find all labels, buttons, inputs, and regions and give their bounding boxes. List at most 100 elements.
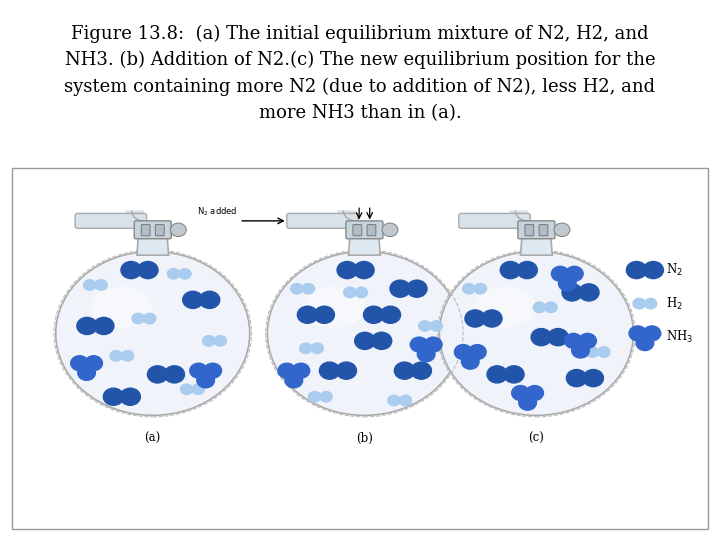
Circle shape — [626, 261, 647, 279]
FancyBboxPatch shape — [518, 221, 555, 239]
FancyBboxPatch shape — [346, 221, 383, 239]
Circle shape — [372, 332, 392, 349]
Circle shape — [531, 328, 552, 346]
Circle shape — [167, 268, 179, 279]
Circle shape — [164, 366, 184, 383]
Text: Figure 13.8:  (a) The initial equilibrium mixture of N2, H2, and
NH3. (b) Additi: Figure 13.8: (a) The initial equilibrium… — [64, 24, 656, 123]
FancyBboxPatch shape — [353, 225, 361, 236]
Circle shape — [285, 373, 302, 388]
Circle shape — [71, 356, 89, 370]
Circle shape — [380, 306, 400, 323]
Text: H$_2$: H$_2$ — [666, 295, 683, 312]
Polygon shape — [521, 224, 552, 255]
Circle shape — [320, 362, 340, 379]
Circle shape — [598, 347, 610, 357]
Circle shape — [382, 223, 398, 237]
Circle shape — [278, 363, 296, 378]
Circle shape — [562, 284, 582, 301]
Circle shape — [343, 287, 356, 298]
FancyBboxPatch shape — [75, 213, 147, 228]
Circle shape — [554, 223, 570, 237]
Circle shape — [410, 337, 428, 352]
Circle shape — [138, 261, 158, 279]
Circle shape — [565, 266, 583, 281]
Wedge shape — [125, 211, 144, 226]
Circle shape — [517, 261, 537, 279]
Circle shape — [179, 268, 191, 279]
Ellipse shape — [302, 287, 364, 328]
Circle shape — [469, 345, 486, 360]
Circle shape — [95, 280, 107, 290]
Circle shape — [354, 261, 374, 279]
Circle shape — [110, 350, 122, 361]
Circle shape — [411, 362, 431, 379]
FancyBboxPatch shape — [525, 225, 534, 236]
FancyBboxPatch shape — [287, 213, 359, 228]
Ellipse shape — [91, 287, 153, 328]
Text: NH$_3$: NH$_3$ — [666, 329, 693, 345]
Circle shape — [190, 363, 207, 378]
FancyBboxPatch shape — [539, 225, 548, 236]
Ellipse shape — [439, 252, 634, 415]
Text: N$_2$ added: N$_2$ added — [197, 205, 238, 218]
Circle shape — [337, 261, 357, 279]
Circle shape — [482, 310, 502, 327]
Circle shape — [132, 313, 144, 323]
Circle shape — [192, 384, 204, 395]
Circle shape — [104, 388, 124, 406]
Circle shape — [512, 386, 529, 401]
Circle shape — [143, 313, 156, 323]
Circle shape — [300, 343, 312, 354]
Circle shape — [314, 306, 334, 323]
Circle shape — [355, 287, 367, 298]
FancyBboxPatch shape — [134, 221, 171, 239]
FancyBboxPatch shape — [12, 168, 708, 529]
Circle shape — [202, 336, 215, 346]
Circle shape — [302, 284, 315, 294]
Circle shape — [148, 366, 168, 383]
Circle shape — [534, 302, 546, 313]
Circle shape — [629, 326, 647, 341]
Circle shape — [197, 373, 215, 388]
Circle shape — [579, 333, 596, 348]
Circle shape — [418, 321, 431, 331]
Circle shape — [199, 291, 220, 308]
Circle shape — [526, 386, 544, 401]
Wedge shape — [337, 211, 356, 226]
Ellipse shape — [55, 252, 250, 415]
Circle shape — [454, 345, 472, 360]
Text: (a): (a) — [145, 432, 161, 445]
Circle shape — [388, 395, 400, 406]
Circle shape — [395, 362, 415, 379]
Ellipse shape — [474, 287, 536, 328]
Circle shape — [84, 280, 96, 290]
Circle shape — [636, 336, 654, 350]
Circle shape — [487, 366, 508, 383]
Circle shape — [400, 395, 412, 406]
Circle shape — [78, 366, 95, 380]
Polygon shape — [137, 224, 168, 255]
Circle shape — [465, 310, 485, 327]
Circle shape — [559, 276, 576, 291]
Circle shape — [424, 337, 442, 352]
Circle shape — [579, 284, 599, 301]
Circle shape — [564, 333, 582, 348]
Circle shape — [567, 369, 587, 387]
Circle shape — [390, 280, 410, 297]
Circle shape — [407, 280, 427, 297]
Text: (c): (c) — [528, 432, 544, 445]
Circle shape — [181, 384, 193, 395]
Circle shape — [297, 306, 318, 323]
Circle shape — [463, 284, 475, 294]
Circle shape — [122, 350, 134, 361]
Circle shape — [291, 284, 303, 294]
Circle shape — [643, 261, 663, 279]
Circle shape — [462, 354, 479, 369]
Circle shape — [583, 369, 603, 387]
Text: N$_2$: N$_2$ — [666, 262, 683, 278]
Circle shape — [311, 343, 323, 354]
Circle shape — [364, 306, 384, 323]
Circle shape — [572, 343, 590, 358]
Circle shape — [320, 392, 332, 402]
Circle shape — [548, 328, 568, 346]
